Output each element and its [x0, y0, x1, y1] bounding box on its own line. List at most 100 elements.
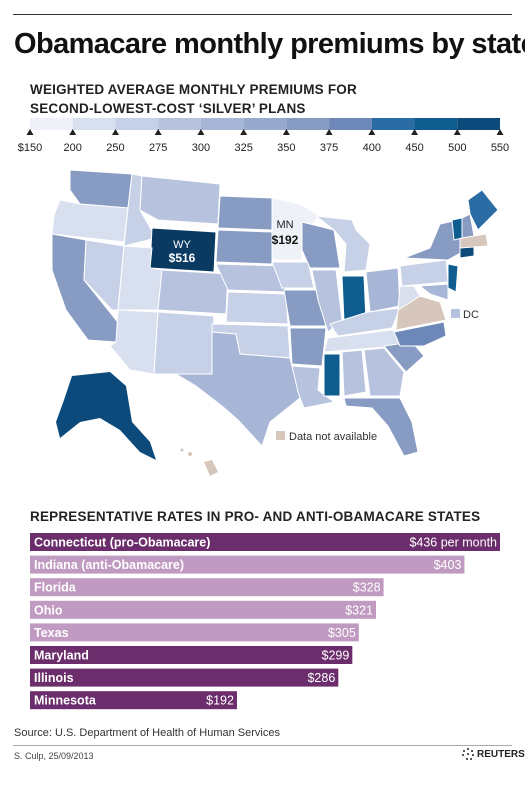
state-hi-island	[180, 448, 184, 452]
dc-swatch	[451, 309, 460, 318]
legend-swatch	[457, 118, 500, 130]
map-regions	[51, 169, 499, 476]
bar-value-label: $403	[434, 558, 462, 572]
legend-tick-label: 350	[277, 142, 295, 154]
legend-tick-label: 400	[363, 142, 381, 154]
bar	[30, 691, 237, 710]
legend-tick-label: 450	[405, 142, 423, 154]
bar-chart: Connecticut (pro-Obamacare) $436 per mont…	[30, 533, 500, 710]
bar-label: Minnesota	[34, 694, 97, 708]
state-wv	[397, 285, 421, 311]
legend-tick-mark	[325, 129, 333, 135]
legend-tick-mark	[411, 129, 419, 135]
legend-swatch	[30, 118, 73, 130]
legend-tick-mark	[282, 129, 290, 135]
legend-tick-label: 500	[448, 142, 466, 154]
state-sd	[215, 229, 273, 265]
legend-tick-mark	[197, 129, 205, 135]
state-al	[341, 349, 367, 397]
state-mt	[139, 175, 221, 225]
legend-tick-mark	[69, 129, 77, 135]
bar-value-label: $286	[307, 671, 335, 685]
mn-value: $192	[272, 233, 299, 247]
legend-tick-label: 375	[320, 142, 338, 154]
legend-tick-mark	[154, 129, 162, 135]
state-ks	[225, 291, 289, 325]
state-ms	[323, 353, 341, 397]
state-fl	[343, 397, 419, 457]
map-subtitle: WEIGHTED AVERAGE MONTHLY PREMIUMS FOR SE…	[30, 80, 500, 118]
na-label: Data not available	[289, 431, 377, 443]
legend-tick-mark	[111, 129, 119, 135]
legend-tick-mark	[240, 129, 248, 135]
state-nd	[217, 195, 273, 231]
bar-value-label: $436 per month	[409, 536, 497, 550]
reuters-logo: REUTERS	[462, 748, 525, 760]
state-ia	[271, 261, 315, 289]
legend-swatch	[115, 118, 159, 130]
legend-tick-label: 300	[192, 142, 210, 154]
legend-tick-label: 325	[234, 142, 252, 154]
bar-label: Indiana (anti-Obamacare)	[34, 558, 184, 572]
reuters-logo-text: REUTERS	[477, 748, 525, 760]
state-md	[418, 283, 449, 301]
state-pa	[399, 259, 449, 287]
source-note: Source: U.S. Department of Health of Hum…	[14, 727, 280, 739]
bar-value-label: $328	[353, 581, 381, 595]
legend-swatch	[414, 118, 458, 130]
bars-title: REPRESENTATIVE RATES IN PRO- AND ANTI-OB…	[30, 509, 481, 524]
bar	[30, 646, 353, 664]
state-ak	[56, 372, 156, 460]
state-la	[291, 365, 336, 409]
legend-tick-mark	[368, 129, 376, 135]
legend-tick-mark	[496, 129, 504, 135]
color-legend: $150 200 250 275 300 325 350 375 400 450 500 550	[18, 118, 509, 154]
legend-swatch	[371, 118, 415, 130]
bar	[30, 533, 500, 551]
dc-label: DC	[463, 309, 479, 321]
state-mi	[314, 215, 371, 273]
bar-label: Texas	[34, 626, 69, 640]
mn-label: MN	[276, 219, 293, 231]
legend-tick-mark	[26, 129, 34, 135]
legend-tick-label: 200	[64, 142, 82, 154]
bar-value-label: $305	[328, 626, 356, 640]
na-swatch	[276, 431, 285, 440]
page-title: Obamacare monthly premiums by state	[14, 28, 525, 60]
legend-swatch	[286, 118, 330, 130]
bar-label: Florida	[34, 581, 77, 595]
bar-label: Ohio	[34, 603, 63, 617]
bar-label: Illinois	[34, 671, 74, 685]
bar	[30, 623, 359, 642]
bar	[30, 578, 384, 597]
bar-label: Connecticut (pro-Obamacare)	[34, 536, 210, 550]
state-ga	[363, 347, 405, 397]
map-subtitle-line2: SECOND-LOWEST-COST ‘SILVER’ PLANS	[30, 101, 306, 116]
legend-tick-label: 550	[491, 142, 509, 154]
wy-label: WY	[173, 239, 191, 251]
bar	[30, 668, 339, 687]
state-nc	[393, 321, 447, 347]
state-oh	[365, 267, 401, 313]
bar	[30, 555, 465, 574]
state-tx	[174, 331, 301, 447]
legend-swatch	[200, 118, 244, 130]
legend-tick-label: 250	[106, 142, 124, 154]
bottom-rule	[13, 745, 512, 746]
state-ar	[289, 327, 327, 367]
state-me	[467, 189, 499, 231]
wy-value: $516	[169, 251, 196, 265]
state-nj	[447, 263, 459, 293]
state-hi-island	[188, 452, 192, 456]
state-ky	[329, 307, 401, 337]
state-az	[109, 309, 159, 375]
state-nh	[461, 213, 475, 239]
legend-swatch	[72, 118, 116, 130]
bar-value-label: $299	[322, 649, 350, 663]
state-vt	[451, 217, 463, 241]
top-rule	[13, 14, 512, 15]
legend-swatch	[158, 118, 201, 130]
bar-value-label: $192	[206, 694, 234, 708]
bar	[30, 600, 377, 619]
map-subtitle-line1: WEIGHTED AVERAGE MONTHLY PREMIUMS FOR	[30, 82, 357, 97]
